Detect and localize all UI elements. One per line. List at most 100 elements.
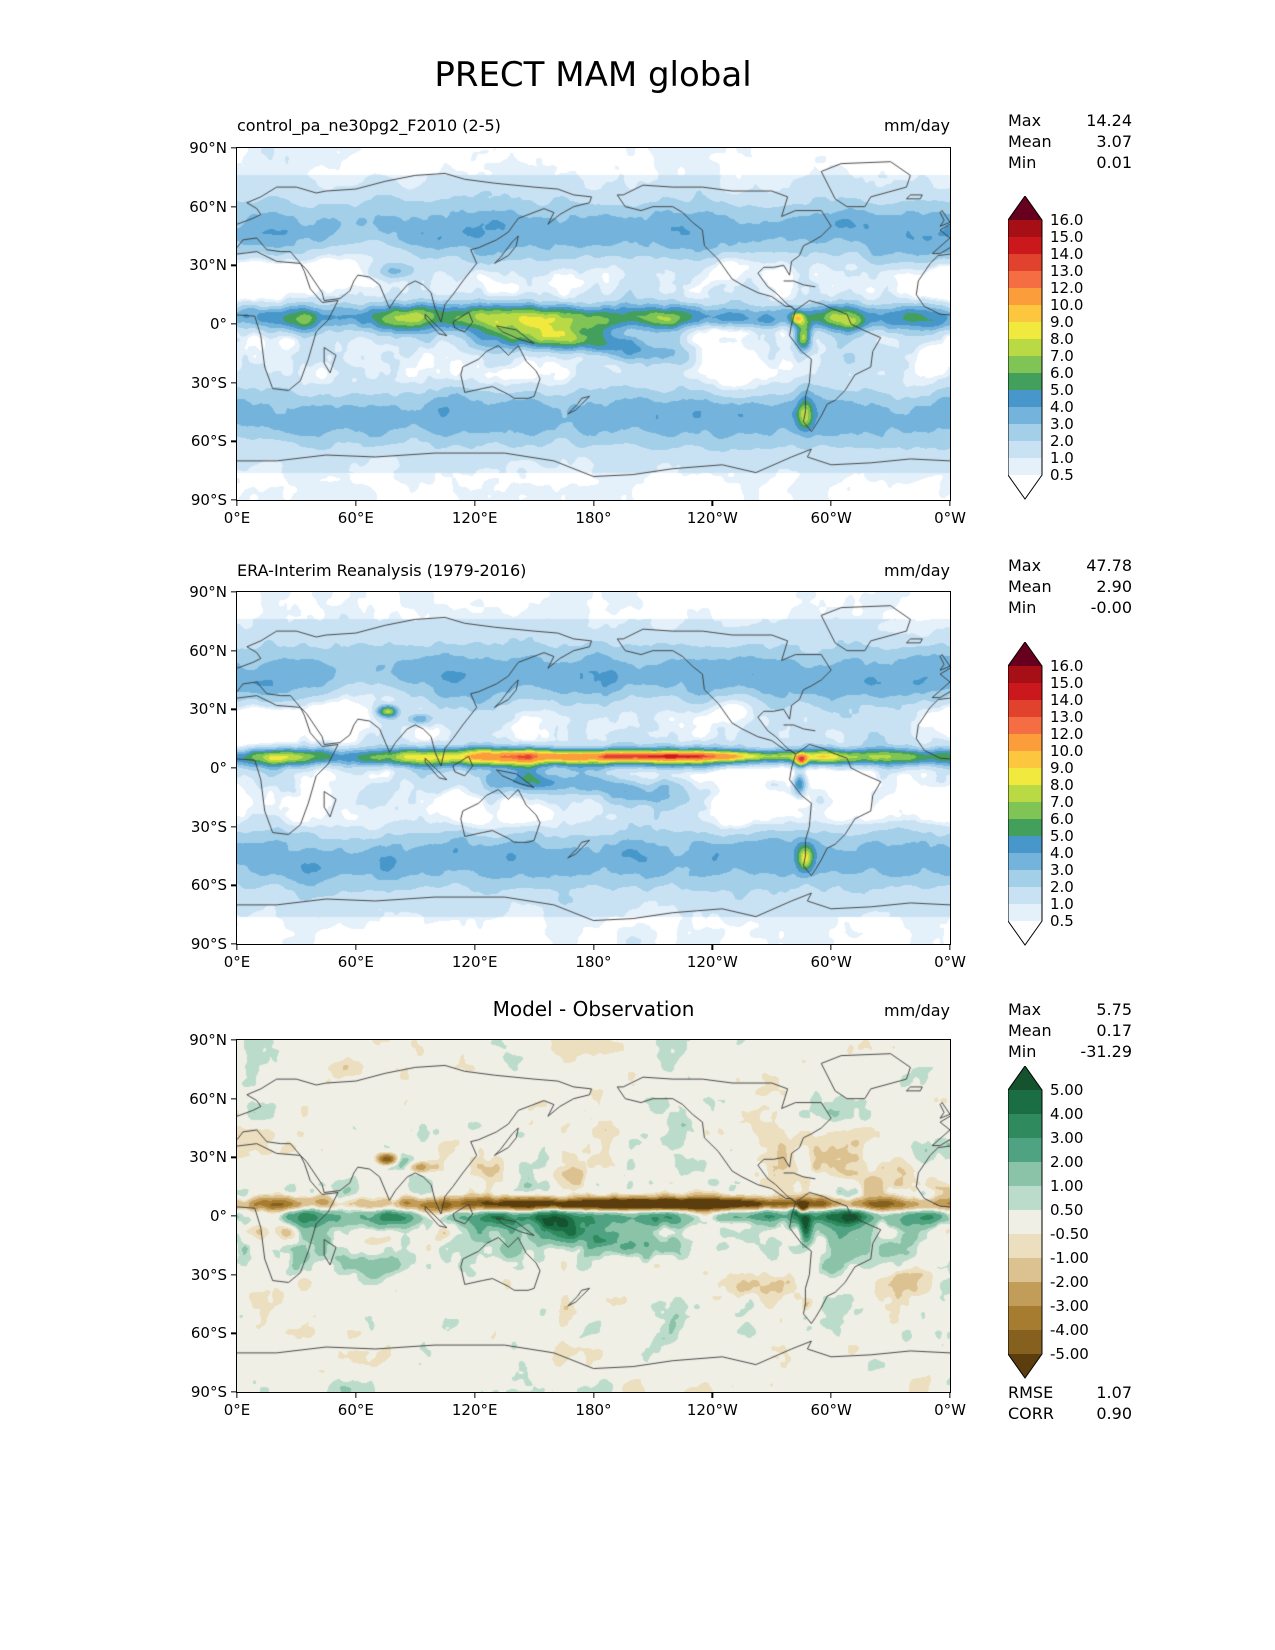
colorbar-precip-obs: 16.015.014.013.012.010.09.08.07.06.05.04… <box>1008 642 1083 946</box>
lon-tick-mark <box>236 944 238 950</box>
lon-tick-mark <box>592 500 595 506</box>
colorbar-segment <box>1008 407 1042 425</box>
colorbar-segment <box>1008 441 1042 459</box>
colorbar-segment <box>1008 288 1042 306</box>
colorbar-label: 5.00 <box>1050 1081 1083 1099</box>
stat-row: Min 0.01 <box>1008 152 1132 173</box>
rmse-corr-stats: RMSE 1.07 CORR 0.90 <box>1008 1382 1132 1424</box>
colorbar-label: 12.0 <box>1050 279 1083 297</box>
colorbar-segment <box>1008 751 1042 769</box>
lon-tick-mark <box>474 500 476 506</box>
stat-value: 0.01 <box>1096 153 1132 172</box>
stat-value: 47.78 <box>1086 556 1132 575</box>
lon-tick-mark <box>474 944 476 950</box>
lon-tick-label: 120°W <box>686 509 738 527</box>
stat-value: 1.07 <box>1096 1383 1132 1402</box>
colorbar-label: -4.00 <box>1050 1321 1089 1339</box>
panel-model-subtitle: control_pa_ne30pg2_F2010 (2-5) <box>237 116 501 135</box>
colorbar-label: 9.0 <box>1050 313 1074 331</box>
stat-value: 2.90 <box>1096 577 1132 596</box>
panel-obs-header: ERA-Interim Reanalysis (1979-2016) mm/da… <box>237 561 950 585</box>
colorbar-top-arrow <box>1008 1066 1042 1090</box>
map-canvas-diff <box>236 1039 951 1393</box>
map-panel-obs: 90°N 60°N 30°N 0° 30°S 60°S 90°S 0°E 60°E 120°E 18… <box>189 583 966 971</box>
colorbar-label: 6.0 <box>1050 810 1074 828</box>
stat-row: Max 14.24 <box>1008 110 1132 131</box>
stat-label: Min <box>1008 598 1037 617</box>
stat-value: 14.24 <box>1086 111 1132 130</box>
panel-diff-subtitle: Model - Observation <box>492 997 695 1021</box>
colorbar-segment <box>1008 1282 1042 1307</box>
lat-tick-mark <box>231 323 237 325</box>
colorbar-segment <box>1008 271 1042 289</box>
lat-tick-label: 60°N <box>189 641 227 660</box>
colorbar-label: 10.0 <box>1050 296 1083 314</box>
colorbar-label: 16.0 <box>1050 657 1083 675</box>
colorbar-label: 7.0 <box>1050 347 1074 365</box>
colorbar-label: 9.0 <box>1050 759 1074 777</box>
colorbar-label: -2.00 <box>1050 1273 1089 1291</box>
figure-title: PRECT MAM global <box>434 55 752 95</box>
stat-value: 0.17 <box>1096 1021 1132 1040</box>
lon-tick-label: 60°W <box>810 509 852 527</box>
colorbar-label: 1.00 <box>1050 1177 1083 1195</box>
panel-obs-subtitle: ERA-Interim Reanalysis (1979-2016) <box>237 561 527 580</box>
colorbar-label: 2.0 <box>1050 878 1074 896</box>
colorbar-bottom-arrow <box>1008 1354 1042 1378</box>
lon-tick-label: 60°E <box>337 509 374 527</box>
lat-tick-mark <box>231 264 237 266</box>
lon-tick-mark <box>711 500 713 506</box>
lat-tick-mark <box>231 1332 237 1334</box>
lat-tick-label: 90°S <box>190 1383 227 1401</box>
colorbar-segment <box>1008 768 1042 786</box>
colorbar-top-arrow <box>1008 196 1042 220</box>
colorbar-label: 3.0 <box>1050 415 1074 433</box>
colorbar-bottom-arrow <box>1008 475 1042 499</box>
colorbar-label: 16.0 <box>1050 211 1083 229</box>
colorbar-segment <box>1008 1114 1042 1139</box>
lon-tick-label: 60°W <box>810 953 852 971</box>
colorbar-segment <box>1008 254 1042 272</box>
stat-label: Mean <box>1008 577 1052 596</box>
colorbar-label: 14.0 <box>1050 691 1083 709</box>
lon-tick-mark <box>355 500 357 506</box>
colorbar-segment <box>1008 237 1042 255</box>
colorbar-segment <box>1008 220 1042 238</box>
colorbar-label: 6.0 <box>1050 364 1074 382</box>
lon-tick-label: 180° <box>575 509 612 527</box>
colorbar-segment <box>1008 1306 1042 1331</box>
colorbar-label: 13.0 <box>1050 708 1083 726</box>
map-panel-diff: 90°N 60°N 30°N 0° 30°S 60°S 90°S 0°E 60°E 120°E 18… <box>189 1031 966 1419</box>
colorbar-segment <box>1008 734 1042 752</box>
lon-tick-label: 120°E <box>451 1401 498 1419</box>
lat-tick-mark <box>231 1098 237 1100</box>
colorbar-label: 4.00 <box>1050 1105 1083 1123</box>
lon-tick-label: 120°E <box>451 509 498 527</box>
colorbar-label: 4.0 <box>1050 398 1074 416</box>
colorbar-diff: 5.00 4.00 3.00 2.00 1.00 0.50 -0.50 -1.00 -2.00 -… <box>1008 1066 1089 1379</box>
colorbar-bottom-arrow <box>1008 921 1042 945</box>
stat-row: Mean 2.90 <box>1008 576 1132 597</box>
colorbar-label: 8.0 <box>1050 776 1074 794</box>
colorbar-label: 7.0 <box>1050 793 1074 811</box>
lat-tick-mark <box>231 943 237 945</box>
lat-tick-label: 0° <box>209 759 227 777</box>
lon-tick-label: 120°W <box>686 1401 738 1419</box>
colorbar-label: 5.0 <box>1050 381 1074 399</box>
colorbar-segment <box>1008 1186 1042 1211</box>
stat-value: -31.29 <box>1080 1042 1132 1061</box>
lat-tick-mark <box>231 1215 237 1217</box>
stat-label: Max <box>1008 1000 1042 1019</box>
lat-tick-label: 30°S <box>190 1265 227 1284</box>
lat-tick-mark <box>231 884 237 886</box>
colorbar-segment <box>1008 836 1042 854</box>
colorbar-segment <box>1008 305 1042 323</box>
colorbar-segment <box>1008 1210 1042 1235</box>
colorbar-segment <box>1008 819 1042 837</box>
colorbar-label: 2.00 <box>1050 1153 1083 1171</box>
lat-tick-label: 30°N <box>189 700 227 719</box>
lat-tick-label: 30°S <box>190 373 227 392</box>
stat-value: 3.07 <box>1096 132 1132 151</box>
colorbar-label: 3.0 <box>1050 861 1074 879</box>
